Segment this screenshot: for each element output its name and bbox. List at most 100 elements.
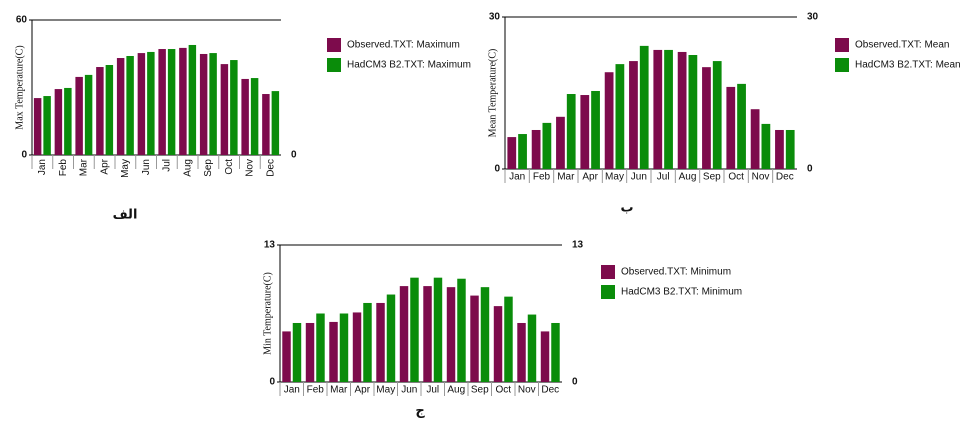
bar bbox=[527, 314, 537, 382]
bar bbox=[677, 51, 687, 169]
bar bbox=[33, 98, 42, 155]
bar bbox=[305, 322, 315, 382]
x-tick-label: May bbox=[120, 159, 131, 178]
bar bbox=[158, 49, 166, 155]
y-axis-label: Max Temperature(C) bbox=[14, 45, 25, 129]
bar bbox=[250, 78, 259, 155]
bar bbox=[470, 295, 479, 382]
bar bbox=[629, 61, 638, 169]
legend-swatch bbox=[601, 285, 615, 299]
bar bbox=[737, 83, 746, 169]
bar bbox=[493, 306, 503, 382]
bar bbox=[688, 55, 698, 169]
y2-tick-label: 30 bbox=[807, 12, 819, 23]
bar bbox=[517, 322, 526, 382]
x-tick-label: Jun bbox=[141, 159, 152, 175]
bar bbox=[105, 65, 114, 155]
x-tick-label: Mar bbox=[557, 172, 575, 183]
x-tick-label: Feb bbox=[58, 159, 69, 177]
chart-caption: الف bbox=[113, 208, 138, 223]
legend-swatch bbox=[601, 265, 615, 279]
legend-swatch bbox=[835, 38, 849, 52]
x-tick-label: Oct bbox=[728, 172, 744, 183]
y2-tick-label: 0 bbox=[807, 164, 813, 175]
x-tick-label: May bbox=[605, 172, 624, 183]
bar bbox=[126, 56, 134, 155]
x-tick-label: Jul bbox=[657, 172, 670, 183]
bar bbox=[339, 313, 349, 382]
x-tick-label: Dec bbox=[541, 385, 559, 396]
chart-caption: ب bbox=[620, 201, 633, 216]
legend-label: Observed.TXT: Maximum bbox=[347, 40, 460, 51]
x-tick-label: Feb bbox=[533, 172, 551, 183]
y2-tick-label: 0 bbox=[291, 150, 297, 161]
legend-swatch bbox=[327, 38, 341, 52]
x-tick-label: Sep bbox=[203, 159, 214, 177]
bar bbox=[639, 45, 649, 169]
x-tick-label: Apr bbox=[99, 158, 110, 174]
y-tick-label: 30 bbox=[489, 12, 501, 23]
bar bbox=[591, 90, 600, 169]
bar bbox=[116, 58, 125, 155]
bar bbox=[329, 321, 338, 382]
bar bbox=[241, 78, 249, 155]
bar bbox=[480, 287, 490, 382]
bar bbox=[423, 286, 432, 382]
bar bbox=[446, 287, 456, 382]
bar bbox=[75, 76, 83, 155]
y-tick-label: 0 bbox=[269, 377, 275, 388]
x-tick-label: Jun bbox=[631, 172, 647, 183]
bar bbox=[376, 302, 385, 382]
bar bbox=[604, 72, 614, 169]
legend-swatch bbox=[327, 58, 341, 72]
x-tick-label: Jan bbox=[37, 159, 48, 175]
x-tick-label: Jan bbox=[509, 172, 525, 183]
y2-tick-label: 0 bbox=[572, 377, 578, 388]
bar bbox=[507, 137, 517, 169]
bar bbox=[199, 53, 208, 155]
y-tick-label: 0 bbox=[494, 164, 500, 175]
x-tick-label: Nov bbox=[752, 172, 770, 183]
x-tick-label: Aug bbox=[182, 159, 193, 177]
legend-label: HadCM3 B2.TXT: Minimum bbox=[621, 287, 742, 298]
bar bbox=[352, 312, 362, 382]
legend-label: HadCM3 B2.TXT: Maximum bbox=[347, 60, 471, 71]
x-tick-label: Feb bbox=[307, 385, 325, 396]
bar bbox=[457, 278, 466, 382]
bar bbox=[292, 322, 302, 382]
x-tick-label: Sep bbox=[703, 172, 721, 183]
bar bbox=[84, 74, 93, 155]
y-axis-label: Min Temperature(C) bbox=[262, 272, 273, 355]
y-axis-label: Mean Temperature(C) bbox=[487, 49, 498, 138]
chart-caption: ج bbox=[415, 404, 425, 419]
bar bbox=[64, 87, 72, 155]
x-tick-label: Nov bbox=[518, 385, 536, 396]
y2-tick-label: 13 bbox=[572, 240, 584, 251]
bar bbox=[271, 91, 280, 155]
x-tick-label: Apr bbox=[582, 172, 598, 183]
bar bbox=[702, 67, 711, 169]
bar bbox=[147, 51, 155, 156]
bar bbox=[653, 49, 663, 169]
bar bbox=[551, 322, 560, 382]
bar bbox=[137, 53, 146, 156]
bar bbox=[712, 61, 722, 169]
legend-swatch bbox=[835, 58, 849, 72]
bar bbox=[504, 296, 513, 382]
bar bbox=[785, 129, 795, 169]
x-tick-label: Aug bbox=[679, 172, 697, 183]
y-tick-label: 0 bbox=[21, 150, 27, 161]
x-tick-label: Dec bbox=[265, 159, 276, 177]
x-tick-label: Jul bbox=[162, 159, 173, 172]
x-tick-label: Nov bbox=[245, 159, 256, 177]
legend-label: Observed.TXT: Mean bbox=[855, 40, 949, 51]
bar bbox=[316, 313, 325, 382]
bar bbox=[188, 44, 197, 155]
bar bbox=[615, 64, 625, 169]
bar bbox=[230, 60, 238, 155]
bar bbox=[761, 123, 771, 169]
bar bbox=[209, 53, 217, 156]
x-tick-label: Mar bbox=[79, 158, 90, 176]
bar bbox=[433, 277, 443, 382]
